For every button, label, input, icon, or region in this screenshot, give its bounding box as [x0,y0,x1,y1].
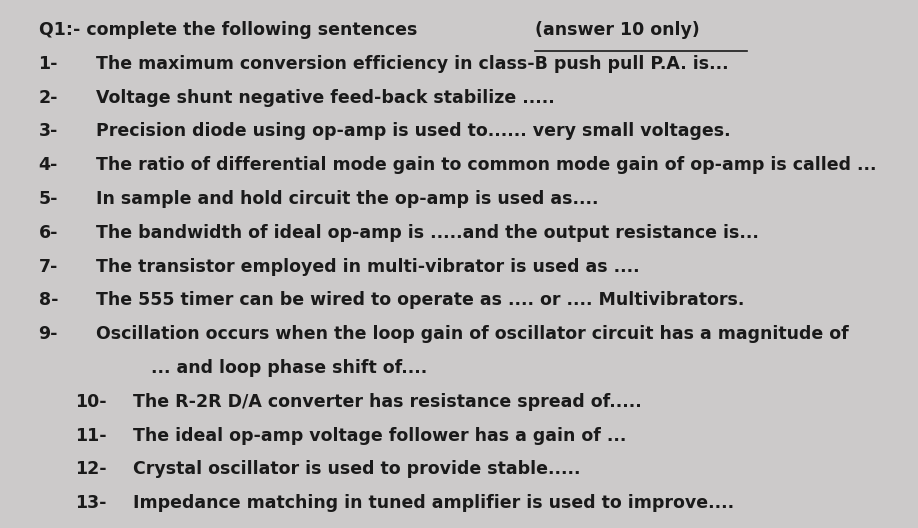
Text: The ideal op-amp voltage follower has a gain of ...: The ideal op-amp voltage follower has a … [133,427,626,445]
Text: The 555 timer can be wired to operate as .... or .... Multivibrators.: The 555 timer can be wired to operate as… [96,291,744,309]
Text: In sample and hold circuit the op-amp is used as....: In sample and hold circuit the op-amp is… [96,190,599,208]
Text: 11-: 11- [75,427,106,445]
Text: 13-: 13- [75,494,106,512]
Text: ... and loop phase shift of....: ... and loop phase shift of.... [151,359,428,377]
Text: 12-: 12- [75,460,106,478]
Text: Q1:- complete the following sentences: Q1:- complete the following sentences [39,21,423,39]
Text: Q1:- complete the following sentences: Q1:- complete the following sentences [39,21,423,39]
Text: 2-: 2- [39,89,58,107]
Text: Impedance matching in tuned amplifier is used to improve....: Impedance matching in tuned amplifier is… [133,494,734,512]
Text: The maximum conversion efficiency in class-B push pull P.A. is...: The maximum conversion efficiency in cla… [96,55,729,73]
Text: 7-: 7- [39,258,58,276]
Text: The bandwidth of ideal op-amp is .....and the output resistance is...: The bandwidth of ideal op-amp is .....an… [96,224,759,242]
Text: The transistor employed in multi-vibrator is used as ....: The transistor employed in multi-vibrato… [96,258,640,276]
Text: 3-: 3- [39,122,58,140]
Text: 5-: 5- [39,190,58,208]
Text: 1-: 1- [39,55,58,73]
Text: Precision diode using op-amp is used to...... very small voltages.: Precision diode using op-amp is used to.… [96,122,731,140]
Text: The R-2R D/A converter has resistance spread of.....: The R-2R D/A converter has resistance sp… [133,393,642,411]
Text: Voltage shunt negative feed-back stabilize .....: Voltage shunt negative feed-back stabili… [96,89,555,107]
Text: The ratio of differential mode gain to common mode gain of op-amp is called ...: The ratio of differential mode gain to c… [96,156,877,174]
Text: Oscillation occurs when the loop gain of oscillator circuit has a magnitude of: Oscillation occurs when the loop gain of… [96,325,849,343]
Text: (answer 10 only): (answer 10 only) [534,21,700,39]
Text: Crystal oscillator is used to provide stable.....: Crystal oscillator is used to provide st… [133,460,580,478]
Text: 8-: 8- [39,291,58,309]
Text: 4-: 4- [39,156,58,174]
Text: 10-: 10- [75,393,106,411]
Text: 9-: 9- [39,325,58,343]
Text: 6-: 6- [39,224,58,242]
